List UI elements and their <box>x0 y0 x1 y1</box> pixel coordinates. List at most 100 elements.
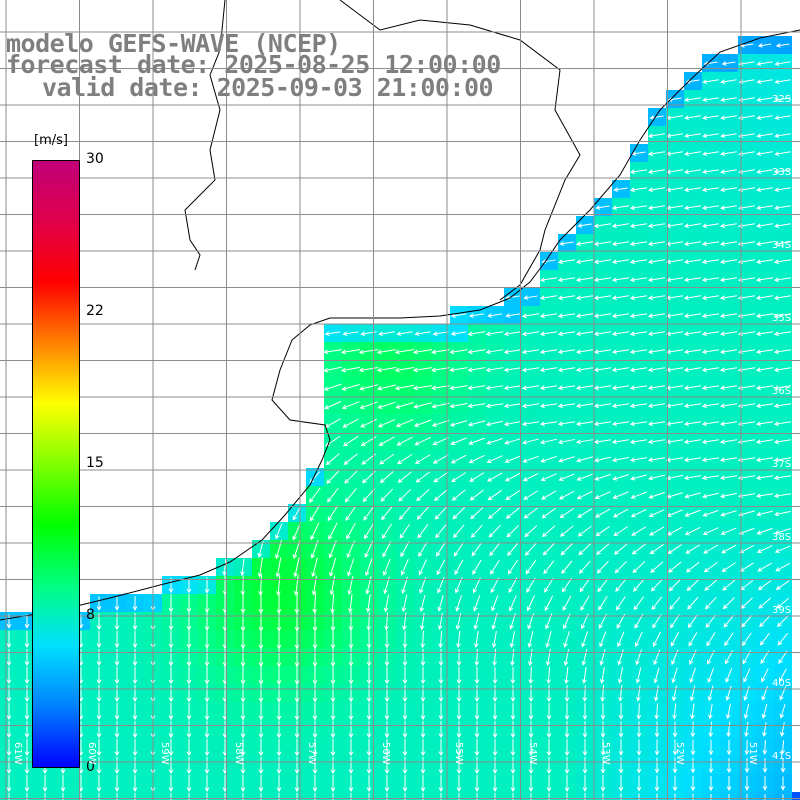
colorbar-gradient <box>32 160 80 768</box>
wind-arrow <box>665 403 684 409</box>
wind-arrow <box>44 792 46 800</box>
wind-arrow <box>420 666 426 685</box>
wind-arrow <box>629 295 648 301</box>
wind-arrow <box>132 702 138 721</box>
wind-arrow <box>451 472 467 483</box>
wind-arrow <box>629 313 648 319</box>
wind-arrow <box>114 596 120 611</box>
wind-arrow <box>204 702 210 721</box>
wind-arrow <box>348 756 354 775</box>
wind-arrow <box>539 367 558 373</box>
wind-arrow <box>402 774 408 793</box>
wind-arrow <box>132 630 138 649</box>
wind-arrow <box>503 403 522 409</box>
wind-arrow <box>510 756 516 775</box>
wind-arrow <box>544 595 554 612</box>
wind-arrow <box>636 757 642 774</box>
wind-arrow <box>692 793 694 800</box>
wind-arrow <box>488 524 501 538</box>
wind-arrow <box>485 349 504 355</box>
wind-arrow <box>668 561 682 573</box>
wind-arrow <box>558 490 575 500</box>
wind-arrow <box>563 648 570 666</box>
wind-arrow <box>413 402 432 409</box>
wind-arrow <box>6 630 12 649</box>
wind-arrow <box>611 241 630 247</box>
wind-arrow <box>467 403 486 409</box>
wind-arrow <box>491 595 499 612</box>
wind-arrow <box>96 684 102 703</box>
wind-arrow <box>596 560 609 574</box>
wind-arrow <box>449 385 468 391</box>
wind-arrow <box>597 578 609 593</box>
wind-arrow <box>559 508 575 519</box>
wind-arrow <box>114 774 120 793</box>
wind-arrow <box>433 471 449 483</box>
wind-arrow <box>540 473 557 482</box>
wind-arrow <box>204 684 210 703</box>
wind-arrow <box>24 774 30 793</box>
wind-arrow <box>593 241 612 247</box>
wind-arrow <box>186 648 192 667</box>
wind-arrow <box>540 438 558 445</box>
wind-arrow <box>773 367 792 373</box>
wind-arrow <box>701 313 720 319</box>
wind-arrow <box>690 757 696 774</box>
wind-arrow <box>650 578 663 592</box>
wind-arrow <box>434 506 448 520</box>
wind-arrow <box>449 367 468 373</box>
wind-arrow <box>8 792 10 800</box>
wind-arrow <box>521 349 540 355</box>
wind-arrow <box>384 756 390 775</box>
colorbar-tick-8: 8 <box>86 607 95 623</box>
wind-arrow <box>683 403 702 409</box>
wind-arrow <box>615 578 627 592</box>
wind-arrow <box>755 331 774 337</box>
wind-arrow <box>96 596 102 611</box>
wind-arrow <box>665 313 684 319</box>
wind-arrow <box>720 492 738 499</box>
wind-arrow <box>577 508 593 518</box>
wind-arrow <box>687 614 698 629</box>
wind-arrow <box>672 739 678 756</box>
wind-arrow <box>544 577 554 593</box>
wind-arrow <box>576 473 593 481</box>
wind-arrow <box>527 630 534 648</box>
wind-arrow <box>762 776 768 791</box>
wind-arrow <box>456 720 462 739</box>
wind-arrow <box>599 667 605 684</box>
wind-arrow <box>725 667 733 683</box>
wind-arrow <box>581 649 588 666</box>
wind-arrow <box>756 223 773 229</box>
wind-arrow <box>701 385 720 391</box>
wind-arrow <box>450 331 467 336</box>
wind-arrow <box>486 455 503 464</box>
wind-arrow <box>755 457 774 463</box>
wind-arrow <box>611 259 630 265</box>
colorbar <box>32 160 80 768</box>
wind-arrow <box>510 702 516 721</box>
wind-arrow <box>670 614 680 629</box>
wind-arrow <box>376 367 397 373</box>
wind-arrow <box>312 702 318 721</box>
wind-arrow <box>593 259 612 265</box>
wind-arrow <box>467 349 486 355</box>
wind-arrow <box>542 542 555 556</box>
wind-arrow <box>383 594 390 613</box>
wind-arrow <box>348 611 354 632</box>
wind-arrow <box>638 793 640 800</box>
wind-arrow <box>386 792 388 800</box>
wind-arrow <box>564 666 569 685</box>
wind-arrow <box>384 648 390 667</box>
wind-arrow <box>575 241 594 247</box>
wind-arrow <box>702 492 720 499</box>
wind-arrow <box>665 421 684 427</box>
wind-arrow <box>557 259 576 265</box>
wind-arrow <box>756 115 773 121</box>
wind-arrow <box>240 558 245 577</box>
wind-arrow <box>654 775 660 792</box>
wind-arrow <box>469 489 484 501</box>
wind-arrow <box>648 509 665 518</box>
wind-arrow <box>548 792 550 800</box>
wind-arrow <box>528 756 534 775</box>
